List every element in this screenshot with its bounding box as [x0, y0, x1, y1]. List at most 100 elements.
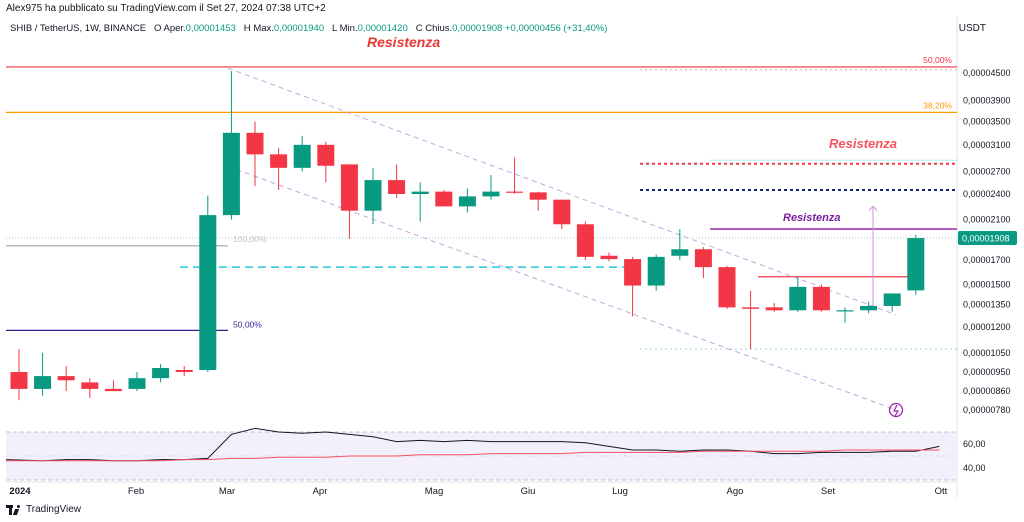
time-axis-label: Lug: [612, 486, 628, 497]
time-axis-label: Ott: [935, 486, 948, 497]
close-label: C: [415, 23, 423, 34]
resistance-label: Resistenza: [367, 34, 440, 50]
candle-body: [836, 310, 854, 312]
candle-body: [199, 215, 217, 371]
fib-level-label: 38,20%: [923, 100, 952, 110]
time-axis-label: Ago: [727, 486, 744, 497]
time-axis-label: 2024: [9, 486, 31, 497]
candle-body: [694, 249, 712, 268]
low-text: Min.: [339, 23, 358, 34]
candle-body: [57, 376, 75, 381]
projection-arrow-head: [868, 205, 878, 211]
rsi-axis-label: 40,00: [963, 463, 986, 473]
fib-level-label: 100,00%: [233, 234, 267, 244]
price-axis-label: 0,00001200: [963, 322, 1011, 332]
fib-level-label: 50,00%: [923, 55, 952, 65]
candle-body: [270, 154, 288, 168]
high-text: Max.: [253, 23, 274, 34]
candle-body: [812, 286, 830, 311]
close-text: Chius.: [425, 23, 453, 34]
published-by-line: Alex975 ha pubblicato su TradingView.com…: [6, 3, 326, 14]
tradingview-brand: TradingView: [26, 504, 82, 515]
candle-body: [152, 368, 170, 379]
candle-body: [671, 249, 689, 256]
currency-label[interactable]: USDT: [958, 23, 986, 34]
candle-body: [293, 144, 311, 168]
candle-body: [742, 307, 760, 309]
last-price-tag: [958, 231, 1017, 246]
channel-upper-line: [227, 67, 897, 316]
candle-body: [458, 196, 476, 207]
candle-body: [576, 224, 594, 257]
rsi-axis-label: 60,00: [963, 439, 986, 449]
candle-body: [435, 191, 453, 207]
rsi-ma-line: [6, 449, 940, 462]
price-axis-label: 0,00004500: [963, 68, 1011, 78]
candle-body: [907, 238, 925, 291]
candle-body: [624, 259, 642, 286]
time-axis-label: Feb: [128, 486, 144, 497]
open-value: 0,00001453: [185, 23, 236, 34]
candle-body: [718, 267, 736, 308]
resistance-label: Resistenza: [829, 136, 897, 151]
symbol-legend: SHIB / TetherUS, 1W, BINANCE O Aper.0,00…: [10, 23, 607, 34]
last-price-label: 0,00001908: [962, 234, 1010, 244]
candle-body: [411, 191, 429, 194]
price-axis-label: 0,00002100: [963, 215, 1011, 225]
candle-body: [647, 256, 665, 286]
candle-body: [506, 191, 524, 193]
high-label: H: [243, 23, 251, 34]
candle-body: [246, 132, 264, 155]
candle-body: [553, 199, 571, 225]
price-axis-label: 0,00002400: [963, 189, 1011, 199]
tradingview-logo-icon: [6, 504, 22, 515]
candle-body: [789, 286, 807, 311]
time-axis-label: Set: [821, 486, 836, 497]
candle-body: [364, 180, 382, 211]
candle-body: [10, 372, 28, 389]
channel-lower-line: [227, 165, 897, 411]
candle-body: [128, 378, 146, 389]
candle-body: [600, 255, 618, 260]
candle-body: [340, 164, 358, 211]
candle-body: [34, 376, 52, 389]
price-axis-label: 0,00001350: [963, 300, 1011, 310]
fib-level-label: 50,00%: [233, 319, 262, 329]
tradingview-logo[interactable]: TradingView: [6, 504, 81, 515]
candle-body: [317, 144, 335, 166]
price-axis-label: 0,00001500: [963, 279, 1011, 289]
candle-body: [81, 382, 99, 389]
candle-body: [860, 305, 878, 311]
open-label: O: [153, 23, 162, 34]
price-axis-label: 0,00000780: [963, 405, 1011, 415]
price-axis-label: 0,00000950: [963, 367, 1011, 377]
change-value: +0,00000456 (+31,40%): [504, 23, 608, 34]
lightning-icon: [893, 404, 900, 417]
resistance-label: Resistenza: [783, 212, 840, 224]
price-axis-label: 0,00000860: [963, 386, 1011, 396]
price-axis-label: 0,00003500: [963, 117, 1011, 127]
candle-body: [529, 192, 547, 200]
open-text: Aper.: [163, 23, 186, 34]
candle-body: [765, 307, 783, 311]
time-axis-label: Mar: [219, 486, 235, 497]
time-axis-label: Apr: [313, 486, 328, 497]
symbol-name[interactable]: SHIB / TetherUS, 1W, BINANCE: [10, 23, 147, 34]
high-value: 0,00001940: [273, 23, 325, 34]
price-axis-label: 0,00003100: [963, 140, 1011, 150]
time-axis-label: Mag: [425, 486, 443, 497]
candle-body: [222, 132, 240, 216]
low-value: 0,00001420: [357, 23, 408, 34]
event-icon: [888, 402, 904, 418]
candle-body: [482, 191, 500, 197]
candle-body: [388, 180, 406, 194]
time-axis-label: Giu: [521, 486, 536, 497]
low-label: L: [332, 23, 337, 34]
rsi-line: [5, 427, 940, 462]
price-axis-label: 0,00002700: [963, 166, 1011, 176]
price-axis-label: 0,00001050: [963, 348, 1011, 358]
price-axis-label: 0,00001700: [963, 255, 1011, 265]
price-axis-label: 0,00003900: [963, 96, 1011, 106]
candle-body: [175, 370, 193, 373]
